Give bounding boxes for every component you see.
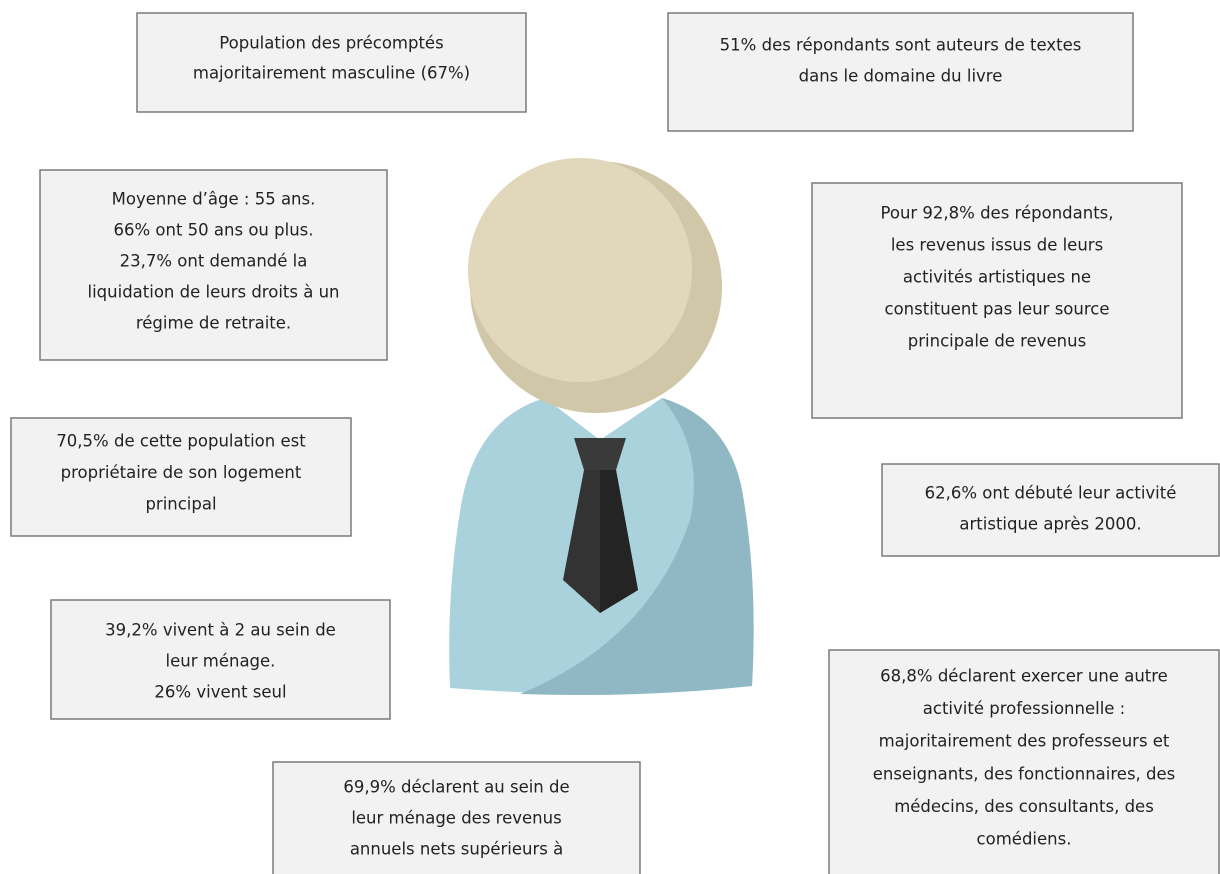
info-text: dans le domaine du livre: [799, 67, 1003, 86]
info-text: enseignants, des fonctionnaires, des: [873, 764, 1176, 783]
info-text: leur ménage.: [166, 652, 276, 671]
info-text: médecins, des consultants, des: [894, 797, 1154, 816]
info-text: Pour 92,8% des répondants,: [880, 204, 1113, 223]
info-text: 26% vivent seul: [154, 683, 286, 702]
info-text: comédiens.: [977, 830, 1072, 849]
info-text: majoritairement masculine (67%): [193, 64, 470, 83]
info-box: [137, 13, 526, 112]
infographic: Population des précomptés majoritairement…: [0, 0, 1220, 874]
info-text: activités artistiques ne: [903, 268, 1091, 287]
info-text: 51% des répondants sont auteurs de texte…: [720, 36, 1082, 55]
info-text: propriétaire de son logement: [61, 463, 302, 482]
info-text: activité professionnelle :: [923, 699, 1125, 718]
info-text: Population des précomptés: [219, 34, 443, 53]
info-text: 69,9% déclarent au sein de: [343, 778, 569, 797]
info-box: [882, 464, 1219, 556]
info-text: leur ménage des revenus: [351, 809, 561, 828]
info-text: 39,2% vivent à 2 au sein de: [105, 621, 336, 640]
info-text: majoritairement des professeurs et: [879, 732, 1170, 751]
info-text: liquidation de leurs droits à un: [88, 283, 340, 302]
info-text: 62,6% ont débuté leur activité: [925, 484, 1177, 503]
info-text: 68,8% déclarent exercer une autre: [880, 667, 1168, 686]
info-text: 66% ont 50 ans ou plus.: [114, 221, 314, 240]
info-text: artistique après 2000.: [959, 515, 1141, 534]
info-text: annuels nets supérieurs à: [350, 840, 563, 859]
info-text: principal: [145, 495, 216, 514]
info-text: les revenus issus de leurs: [891, 236, 1103, 255]
person-icon: [449, 158, 753, 695]
info-text: régime de retraite.: [136, 314, 291, 333]
info-text: Moyenne d’âge : 55 ans.: [112, 190, 316, 209]
info-text: principale de revenus: [908, 332, 1086, 351]
info-text: constituent pas leur source: [885, 300, 1110, 319]
person-head-highlight: [468, 158, 692, 382]
info-text: 70,5% de cette population est: [56, 432, 306, 451]
page: Population des précomptés majoritairement…: [0, 0, 1220, 874]
info-text: 23,7% ont demandé la: [120, 252, 308, 271]
